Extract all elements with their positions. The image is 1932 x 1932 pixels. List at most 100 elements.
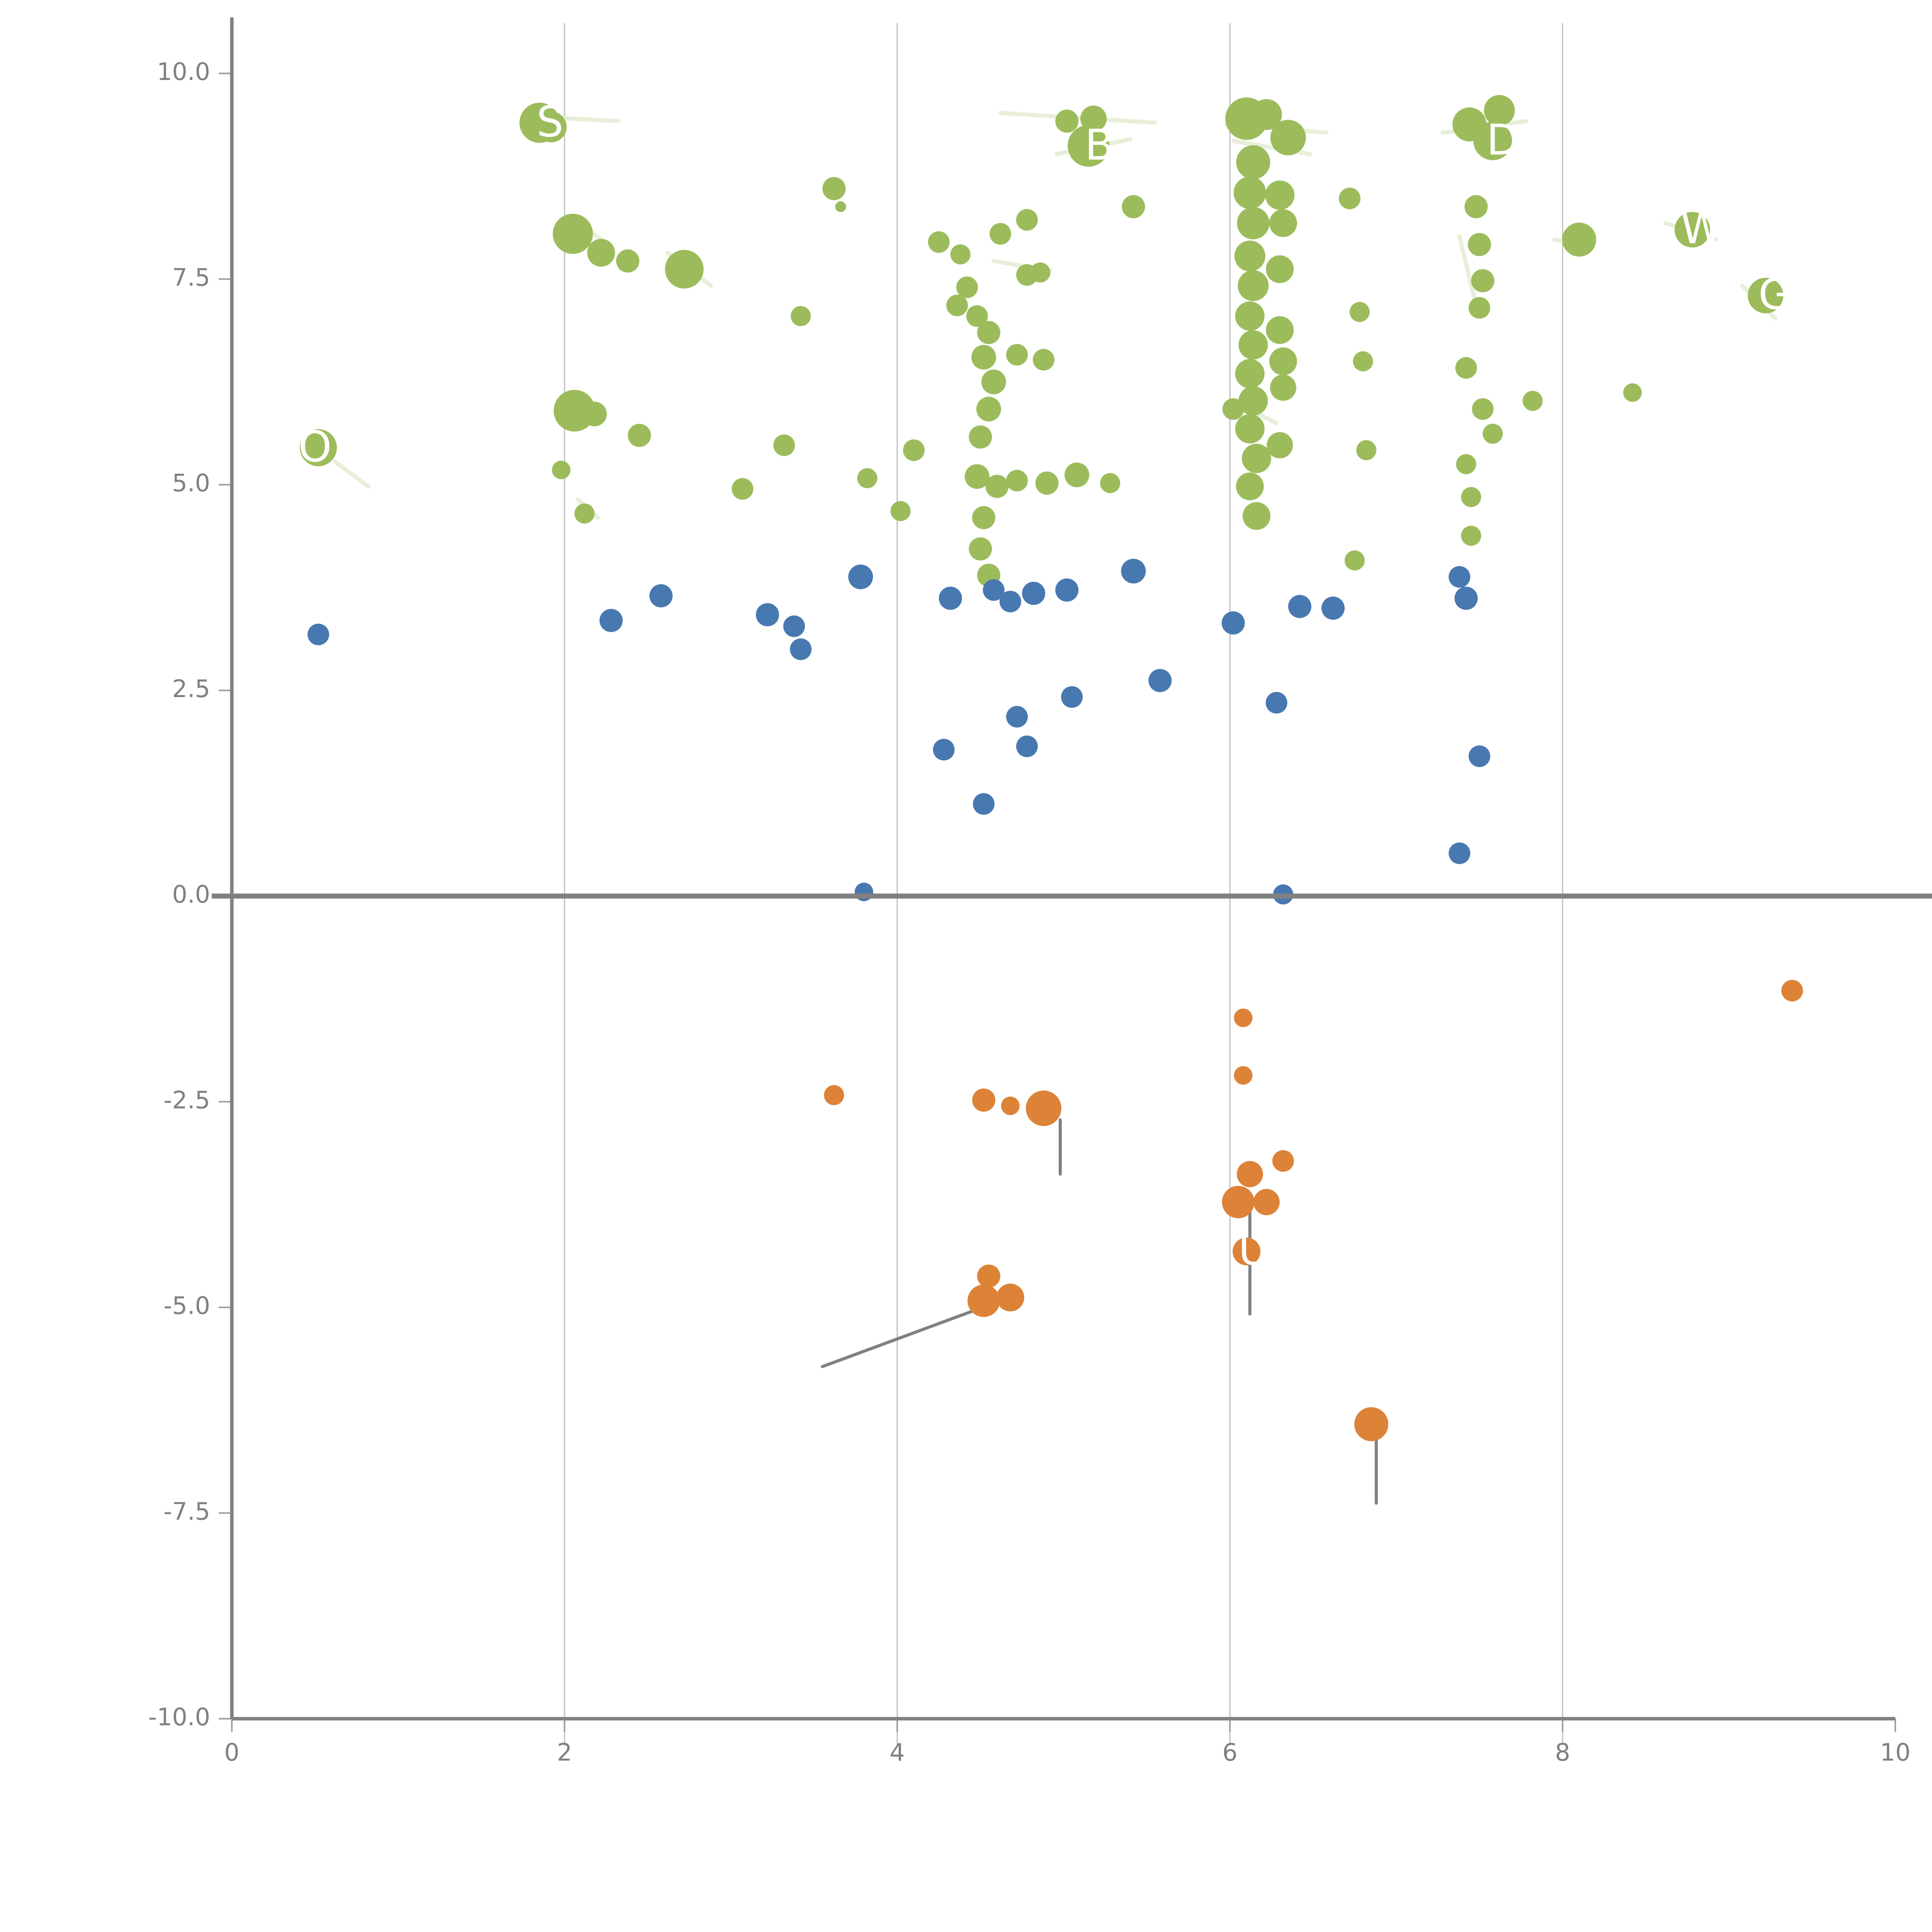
data-point-orange [1234, 1009, 1253, 1027]
data-point-orange [1222, 1185, 1255, 1218]
data-point-orange [1354, 1407, 1388, 1441]
data-point-green [582, 401, 607, 427]
data-point-green [1562, 223, 1597, 257]
data-point-green [1235, 359, 1265, 389]
data-point-green [950, 244, 971, 265]
data-point-blue [1061, 686, 1083, 708]
data-point-orange [1253, 1189, 1280, 1215]
data-point-green [1461, 526, 1481, 546]
data-point-green [1623, 383, 1642, 402]
x-tick-label: 10 [1880, 1738, 1911, 1766]
data-point-green [1122, 195, 1145, 218]
data-point-green [1055, 109, 1079, 133]
data-point-green [1236, 472, 1264, 500]
data-point-green [1468, 233, 1491, 256]
data-point-orange [1781, 980, 1803, 1002]
data-point-blue [939, 587, 962, 610]
data-point-orange [1001, 1096, 1020, 1115]
data-point-green [928, 231, 950, 253]
x-tick-label: 6 [1222, 1738, 1237, 1766]
x-tick-label: 4 [889, 1738, 905, 1766]
data-point-green [1349, 302, 1370, 322]
data-point-green [1238, 270, 1269, 301]
axis-spines [230, 17, 1895, 1721]
data-point-green [835, 201, 846, 212]
data-point-green [1461, 487, 1481, 507]
bubble-label: G [1759, 270, 1791, 319]
data-point-orange [967, 1284, 1000, 1317]
data-point-orange [824, 1085, 844, 1105]
data-point-green [1006, 469, 1028, 492]
data-point-green [1100, 473, 1121, 493]
data-point-green [985, 474, 1009, 498]
data-point-green [665, 250, 704, 289]
y-tick-label: 5.0 [172, 469, 210, 497]
data-point-green [1235, 414, 1265, 444]
data-point-green [969, 537, 992, 561]
data-point-green [1265, 180, 1295, 210]
bubble-text-labels: OT S B D WG U [298, 97, 1791, 1274]
data-point-green [1238, 330, 1268, 360]
data-point-blue [1016, 735, 1038, 757]
data-point-orange [1236, 1161, 1263, 1187]
data-point-green [1269, 209, 1297, 237]
data-point-green [1016, 209, 1038, 231]
data-point-orange [1234, 1066, 1253, 1085]
bubble-label: S [537, 97, 564, 146]
data-point-green [1237, 207, 1270, 240]
data-point-blue [973, 793, 995, 815]
data-point-green [890, 501, 911, 521]
data-point-blue [1321, 596, 1345, 620]
data-point-green [1472, 398, 1494, 420]
y-tick-label: -5.0 [163, 1292, 210, 1320]
data-point-green [1270, 120, 1306, 156]
data-point-green [1234, 240, 1265, 272]
data-point-green [964, 464, 990, 489]
data-point-green [731, 478, 753, 500]
data-point-green [1251, 99, 1282, 130]
data-point-blue [1221, 611, 1245, 635]
data-point-blue [1449, 566, 1471, 588]
data-point-blue [1022, 582, 1046, 605]
data-point-blue [1288, 595, 1311, 618]
data-point-green [1222, 398, 1244, 420]
data-point-green [1030, 262, 1051, 283]
data-point-green [1235, 301, 1265, 331]
y-tick-label: 0.0 [172, 880, 210, 908]
data-point-green [1242, 502, 1270, 530]
data-point-green [1456, 454, 1476, 474]
data-point-blue [933, 739, 955, 761]
data-point-green [946, 294, 968, 316]
data-point-blue [1449, 842, 1471, 864]
data-point-green [1236, 145, 1270, 179]
data-point-blue [1055, 578, 1079, 602]
data-point-green [1242, 444, 1271, 473]
data-point-green [903, 439, 925, 461]
data-point-green [1032, 349, 1054, 371]
data-point-green [1468, 297, 1490, 319]
data-point-green [1353, 351, 1373, 372]
data-point-orange [996, 1283, 1024, 1311]
data-point-orange [1233, 1237, 1261, 1265]
leader-line [821, 1299, 1002, 1368]
data-points [299, 95, 1803, 1441]
data-point-green [1471, 269, 1495, 293]
data-point-green [587, 239, 615, 267]
x-tick-label: 0 [224, 1738, 239, 1766]
data-point-blue [649, 584, 673, 607]
x-axis-tick-labels: 0 2 4 6 8 10 [224, 1738, 1910, 1766]
data-point-green [977, 321, 1000, 344]
data-point-green [628, 423, 651, 447]
data-point-green [971, 345, 996, 370]
gridlines [564, 23, 1563, 1746]
data-point-blue [783, 615, 805, 637]
x-tick-label: 8 [1555, 1738, 1570, 1766]
data-point-blue [1121, 559, 1146, 584]
data-point-green [1473, 121, 1512, 160]
data-point-green [1674, 212, 1710, 248]
data-point-green [976, 396, 1001, 422]
data-point-blue [756, 603, 779, 626]
data-point-blue [307, 623, 329, 645]
data-point-orange [1272, 1150, 1294, 1172]
